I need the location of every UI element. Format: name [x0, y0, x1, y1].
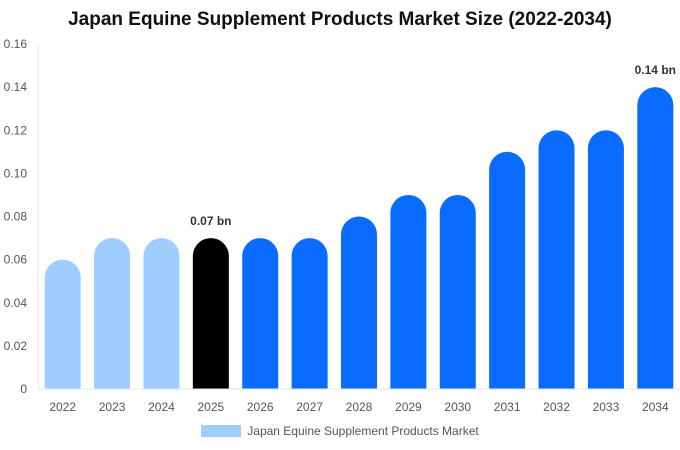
y-tick-label: 0.12 [4, 123, 28, 137]
x-tick-label: 2026 [247, 400, 274, 414]
bars [44, 87, 674, 390]
bar-2033 [587, 130, 624, 390]
x-tick-label: 2029 [395, 400, 422, 414]
x-tick-label: 2023 [99, 400, 126, 414]
bar-2034 [637, 87, 674, 389]
x-tick-label: 2022 [49, 400, 76, 414]
x-tick-label: 2031 [494, 400, 521, 414]
y-tick-label: 0 [20, 382, 27, 396]
legend: Japan Equine Supplement Products Market [0, 424, 680, 438]
bar-2028 [341, 216, 377, 389]
bar-2022 [44, 259, 81, 389]
x-tick-label: 2034 [642, 400, 669, 414]
y-tick-label: 0.16 [4, 37, 28, 51]
bar-2026 [242, 238, 279, 389]
data-labels: 0.07 bn 0.14 bn [190, 63, 676, 228]
bar-2023 [94, 238, 131, 389]
x-axis: 2022 2023 2024 2025 2026 2027 2028 2029 2030 2031… [38, 388, 680, 414]
x-tick-label: 2028 [346, 400, 373, 414]
x-tick-label: 2030 [444, 400, 471, 414]
legend-label: Japan Equine Supplement Products Market [247, 424, 479, 438]
x-tick-label: 2027 [296, 400, 323, 414]
y-tick-label: 0.04 [4, 296, 28, 310]
y-tick-label: 0.02 [4, 339, 28, 353]
y-tick-label: 0.10 [4, 166, 28, 180]
y-tick-label: 0.14 [4, 80, 28, 94]
bar-2027 [291, 238, 328, 389]
data-label-2034: 0.14 bn [635, 63, 676, 77]
chart-title: Japan Equine Supplement Products Market … [68, 9, 612, 30]
data-label-2025: 0.07 bn [190, 214, 231, 228]
y-tick-label: 0.06 [4, 253, 28, 267]
bar-2029 [390, 194, 427, 389]
bar-2032 [538, 130, 575, 390]
y-axis: 0 0.02 0.04 0.06 0.08 0.10 0.12 0.14 0.16 [4, 37, 39, 396]
bar-2025 [192, 238, 229, 389]
bar-2031 [489, 151, 526, 389]
x-tick-label: 2025 [197, 400, 224, 414]
x-tick-label: 2024 [148, 400, 175, 414]
legend-swatch [201, 425, 242, 437]
x-tick-label: 2033 [593, 400, 620, 414]
bar-2024 [143, 238, 180, 389]
x-tick-label: 2032 [543, 400, 570, 414]
y-tick-label: 0.08 [4, 210, 28, 224]
bar-2030 [439, 194, 476, 389]
